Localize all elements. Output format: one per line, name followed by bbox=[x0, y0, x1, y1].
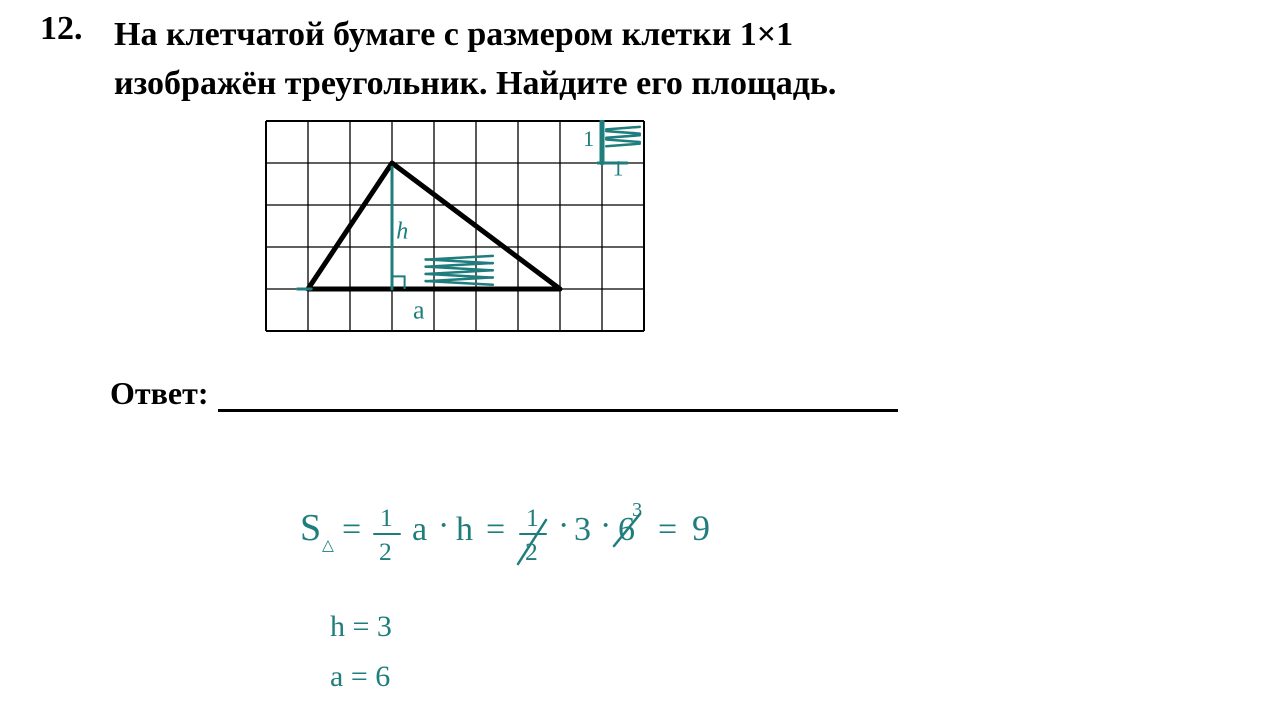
problem-header: 12. На клетчатой бумаге с размером клетк… bbox=[40, 10, 1240, 109]
svg-text:9: 9 bbox=[692, 508, 710, 548]
svg-text:h: h bbox=[396, 219, 408, 245]
answer-blank-line bbox=[218, 377, 898, 412]
problem-statement: На клетчатой бумаге с размером клетки 1×… bbox=[114, 10, 1164, 109]
svg-text:△: △ bbox=[322, 537, 334, 554]
grid-svg: h a 11 bbox=[265, 120, 645, 332]
statement-line1: На клетчатой бумаге с размером клетки 1×… bbox=[114, 16, 793, 53]
area-formula: S△=12a·h=12·3·63=9 bbox=[300, 490, 860, 589]
answer-row: Ответ: bbox=[110, 375, 910, 412]
svg-text:·: · bbox=[600, 507, 611, 544]
triangle-grid: h a 11 bbox=[265, 120, 645, 337]
svg-text:=: = bbox=[342, 511, 361, 548]
svg-text:1: 1 bbox=[380, 503, 393, 532]
svg-text:h: h bbox=[456, 511, 473, 548]
problem-number: 12. bbox=[40, 10, 110, 48]
svg-text:1: 1 bbox=[583, 126, 594, 151]
svg-text:2: 2 bbox=[379, 537, 392, 566]
svg-text:1: 1 bbox=[613, 156, 624, 181]
svg-text:S: S bbox=[300, 507, 321, 549]
svg-text:·: · bbox=[438, 507, 449, 544]
a-equals-line: a = 6 bbox=[330, 660, 390, 694]
svg-text:=: = bbox=[486, 511, 505, 548]
svg-text:=: = bbox=[658, 511, 677, 548]
svg-text:·: · bbox=[558, 507, 569, 544]
h-equals-line: h = 3 bbox=[330, 610, 392, 644]
svg-text:a: a bbox=[412, 511, 427, 548]
svg-text:a: a bbox=[413, 295, 425, 324]
svg-text:3: 3 bbox=[574, 511, 591, 548]
svg-text:3: 3 bbox=[632, 499, 642, 521]
svg-text:1: 1 bbox=[526, 503, 539, 532]
answer-label: Ответ: bbox=[110, 375, 208, 412]
statement-line2: изображён треугольник. Найдите его площа… bbox=[114, 65, 836, 102]
